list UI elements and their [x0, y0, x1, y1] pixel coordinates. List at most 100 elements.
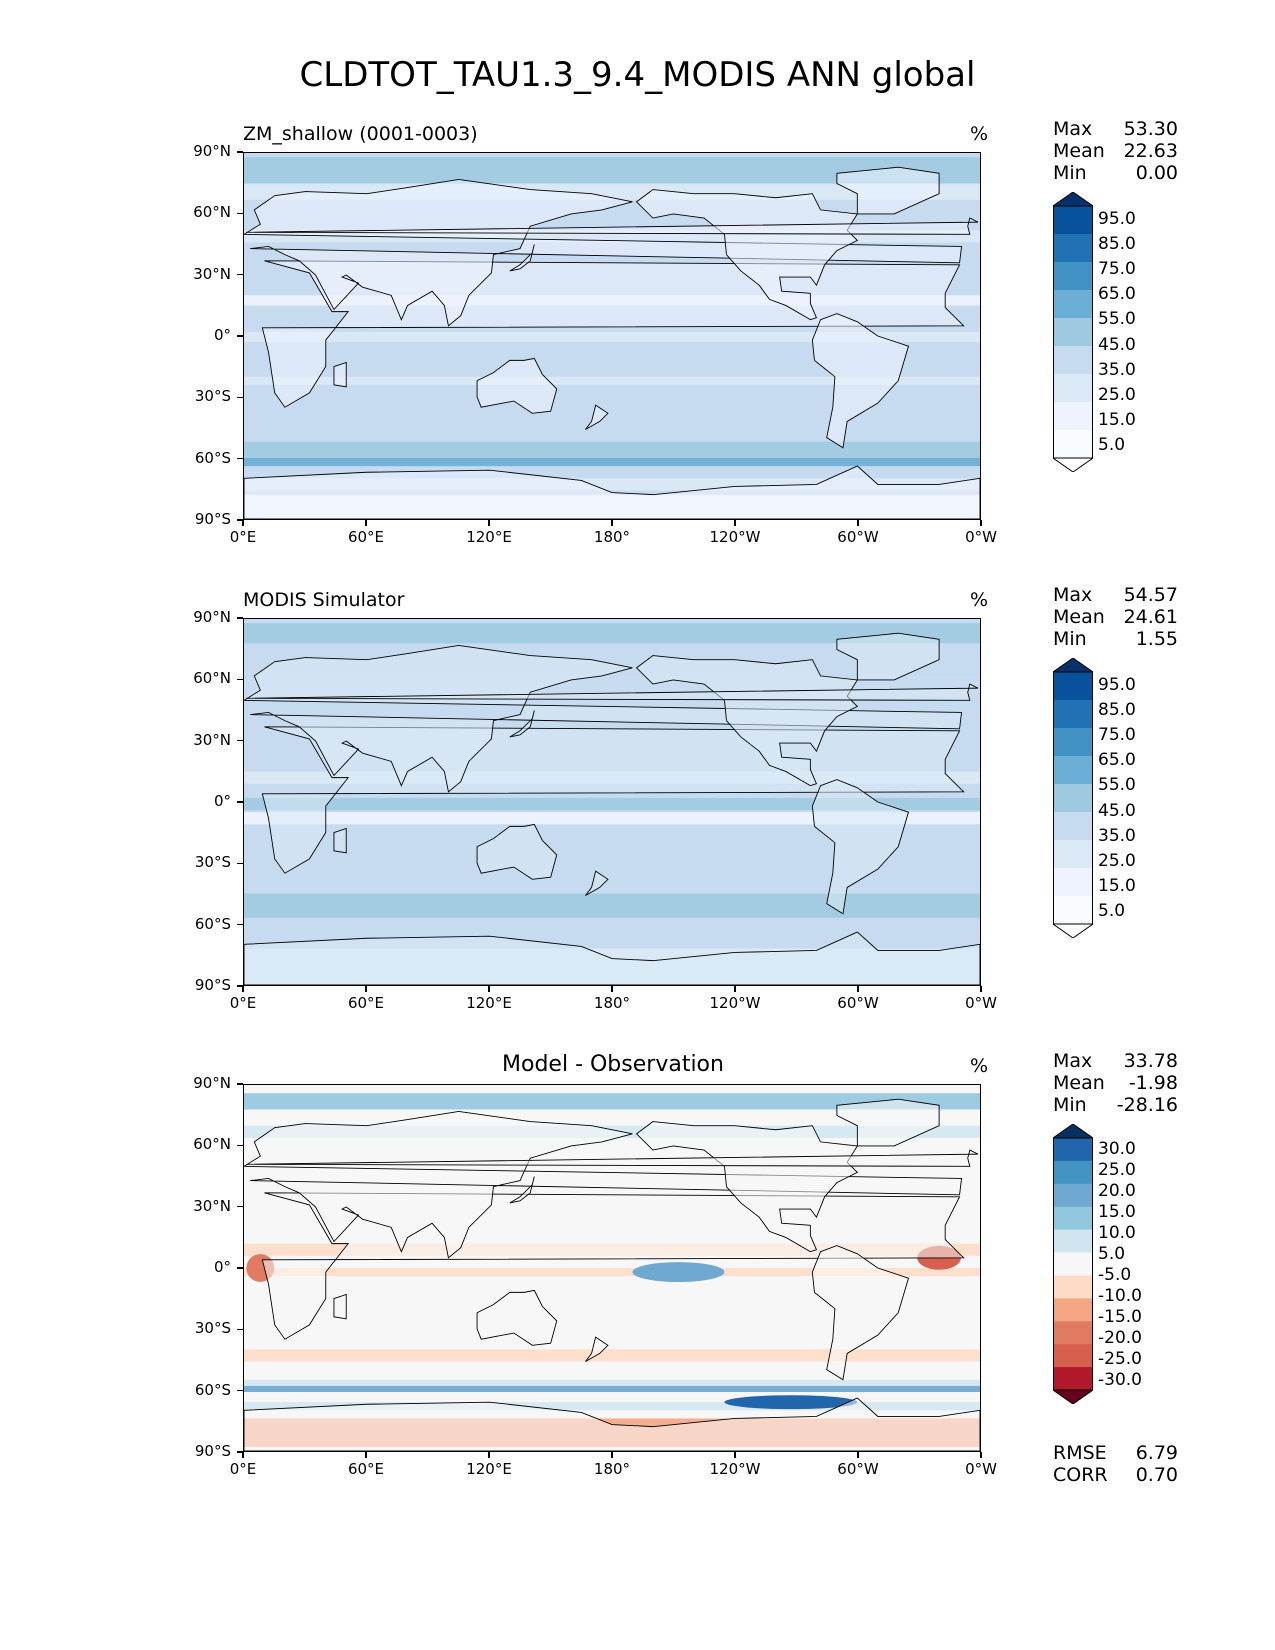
lat-label: 60°S [194, 914, 231, 933]
lat-label: 30°N [193, 730, 231, 749]
coastline-antarctica [244, 1397, 980, 1451]
lon-tick [365, 986, 367, 992]
field-band [244, 331, 980, 343]
colorbar-tick-label: -30.0 [1098, 1369, 1142, 1390]
colorbar-extend-min [1051, 1389, 1095, 1405]
coastline-japan [509, 1176, 535, 1204]
field-band [244, 1402, 980, 1411]
colorbar-segment [1053, 812, 1093, 841]
field-band [244, 812, 980, 825]
colorbar-tick-label: 55.0 [1098, 309, 1136, 330]
colorbar-segment [1053, 234, 1093, 263]
colorbar-tick-label: 85.0 [1098, 233, 1136, 254]
lon-tick [242, 986, 244, 992]
lon-label: 60°W [837, 1460, 879, 1478]
coastline-south-america [811, 779, 910, 915]
stat-mean-label: Mean [1053, 140, 1105, 162]
colorbar-segment [1053, 1298, 1093, 1322]
lat-label: 0° [213, 792, 231, 810]
lat-tick [237, 801, 243, 803]
colorbar-tick-label: 85.0 [1098, 699, 1136, 720]
colorbar-outline [1053, 205, 1093, 459]
stat-max-label: Max [1053, 1050, 1093, 1072]
field-band [244, 441, 980, 463]
lat-label: 30°S [194, 387, 231, 406]
stat-mean-value: 22.63 [1123, 140, 1178, 162]
coastline-north-america [635, 1121, 859, 1253]
coastline-antarctica [244, 465, 980, 519]
coastline-antarctica [244, 931, 980, 985]
lon-tick [611, 986, 613, 992]
stat-min-value: 0.00 [1135, 162, 1178, 184]
stat-mean-label: Mean [1053, 606, 1105, 628]
panel-title: ZM_shallow (0001-0003) [243, 123, 478, 145]
colorbar-tick-label: -20.0 [1098, 1327, 1142, 1348]
colorbar-segment [1053, 700, 1093, 729]
lat-tick [237, 457, 243, 460]
stat-mean-label: Mean [1053, 1072, 1105, 1094]
colorbar-segment [1053, 784, 1093, 813]
lon-tick [980, 986, 982, 992]
colorbar [1051, 1123, 1095, 1405]
colorbar-tick-label: 95.0 [1098, 674, 1136, 695]
coastline-australia [476, 1289, 558, 1346]
colorbar-segment [1053, 840, 1093, 869]
colorbar [1051, 191, 1095, 473]
lon-label: 120°E [466, 528, 512, 546]
lat-tick [237, 396, 243, 399]
lat-tick [237, 1144, 243, 1147]
lon-label: 0°W [965, 994, 997, 1012]
colorbar-tick-label: 45.0 [1098, 334, 1136, 355]
map-canvas [244, 1085, 980, 1451]
lat-label: 30°S [194, 853, 231, 872]
field-band [244, 1093, 980, 1110]
lon-label: 60°W [837, 994, 879, 1012]
stat-mean-value: -1.98 [1128, 1072, 1178, 1094]
colorbar-tick-label: 95.0 [1098, 208, 1136, 229]
colorbar-extend-max [1051, 1123, 1095, 1139]
colorbar-canvas [1051, 191, 1095, 473]
lon-tick [734, 1452, 736, 1458]
lon-tick [980, 1452, 982, 1458]
lat-label: 60°S [194, 448, 231, 467]
lat-tick [237, 273, 243, 276]
stat-max-value: 53.30 [1123, 118, 1178, 140]
colorbar-outline [1053, 671, 1093, 925]
lat-tick [237, 1205, 243, 1208]
panel-title: MODIS Simulator [243, 589, 405, 611]
colorbar-segment [1053, 290, 1093, 319]
colorbar-canvas [1051, 1123, 1095, 1405]
lat-label: 30°N [193, 264, 231, 283]
coastline-greenland [836, 632, 940, 681]
colorbar-tick-label: -25.0 [1098, 1348, 1142, 1369]
colorbar-segment [1053, 1252, 1093, 1276]
colorbar-extend-max [1051, 657, 1095, 673]
coastline-uk [246, 1149, 979, 1167]
colorbar [1051, 657, 1095, 939]
lon-label: 0°E [229, 1460, 257, 1478]
field-band [244, 1349, 980, 1362]
colorbar-tick-label: 5.0 [1098, 435, 1126, 456]
lon-label: 0°E [229, 528, 257, 546]
lat-tick [237, 862, 243, 865]
colorbar-segment [1053, 728, 1093, 757]
lat-label: 90°S [194, 510, 231, 528]
coastline-uk [246, 217, 979, 235]
colorbar-tick-label: 45.0 [1098, 800, 1136, 821]
colorbar-tick-label: 30.0 [1098, 1138, 1136, 1159]
coastline-new-zealand [585, 404, 609, 430]
lat-tick [237, 617, 243, 619]
lon-label: 0°W [965, 1460, 997, 1478]
lat-tick [237, 1451, 243, 1453]
colorbar-segment [1053, 346, 1093, 375]
lon-label: 0°W [965, 528, 997, 546]
lat-label: 0° [213, 326, 231, 344]
units-label: % [970, 589, 989, 611]
colorbar-tick-label: 20.0 [1098, 1180, 1136, 1201]
colorbar-tick-label: 75.0 [1098, 725, 1136, 745]
map-plot [243, 1084, 981, 1452]
coastline-uk [246, 683, 979, 701]
lat-tick [237, 1267, 243, 1269]
colorbar-segment [1053, 672, 1093, 701]
colorbar-tick-label: 65.0 [1098, 284, 1136, 305]
